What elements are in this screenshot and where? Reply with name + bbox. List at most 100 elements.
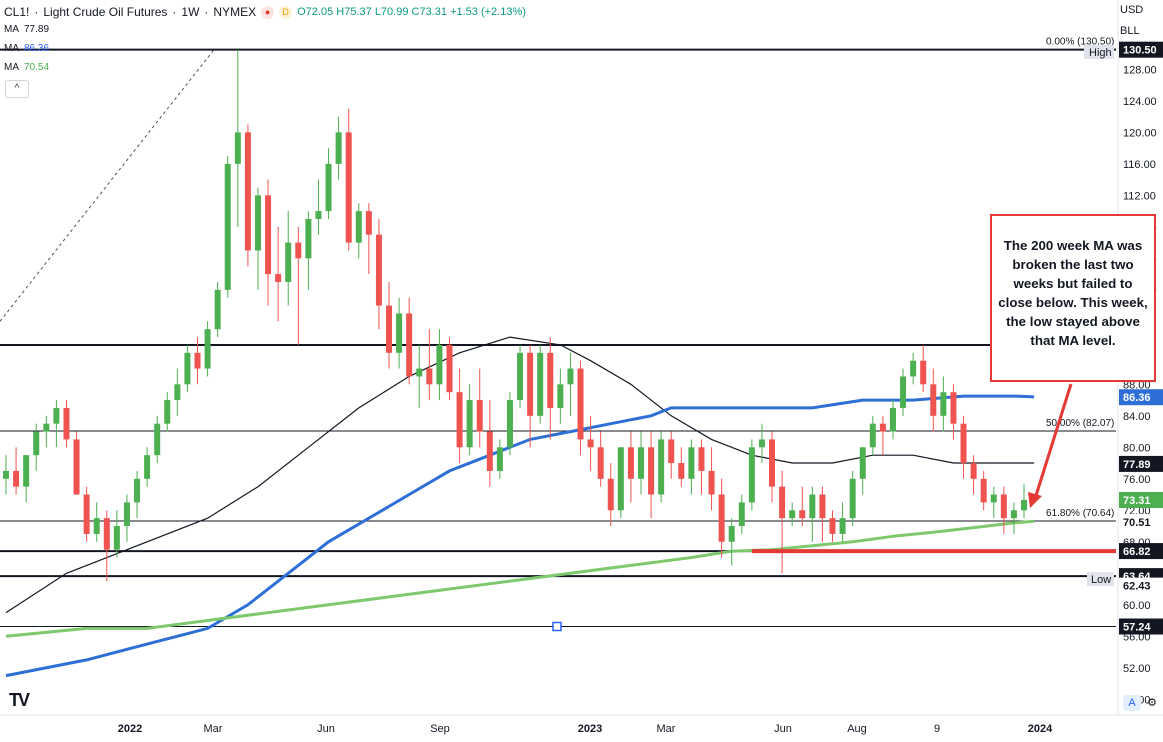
candle-body bbox=[456, 392, 463, 448]
candle bbox=[265, 179, 272, 306]
price-tag: 86.36 bbox=[1119, 389, 1163, 406]
candle-body bbox=[103, 518, 110, 550]
candle bbox=[335, 116, 342, 180]
collapse-legend-button[interactable]: ^ bbox=[5, 80, 29, 98]
candle bbox=[63, 400, 70, 448]
candle bbox=[779, 470, 786, 574]
candle bbox=[920, 344, 927, 393]
annotation-callout: The 200 week MA was broken the last two … bbox=[990, 214, 1156, 382]
y-tick-label: 120.00 bbox=[1123, 127, 1157, 139]
candle-body bbox=[769, 439, 776, 487]
unit-selector[interactable]: BLL bbox=[1120, 25, 1140, 37]
ma-line-2 bbox=[5, 394, 1035, 678]
y-tick-label: 60.00 bbox=[1123, 600, 1151, 612]
candle bbox=[275, 226, 282, 322]
candle-body bbox=[426, 368, 433, 385]
candle-body bbox=[265, 195, 272, 275]
y-tick-label: 88.00 bbox=[1123, 379, 1151, 391]
ma-legend-value: 70.54 bbox=[24, 62, 50, 73]
candle-body bbox=[940, 392, 947, 416]
candle bbox=[859, 447, 866, 495]
candle-body bbox=[1000, 494, 1007, 519]
candle-body bbox=[547, 352, 554, 408]
candle bbox=[799, 486, 806, 527]
candle-body bbox=[496, 447, 503, 471]
candle bbox=[134, 470, 141, 519]
candle-body bbox=[678, 463, 685, 479]
y-tick-label: 76.00 bbox=[1123, 474, 1151, 486]
candle-body bbox=[204, 329, 211, 369]
callout-arrowhead bbox=[1028, 492, 1042, 508]
tradingview-logo[interactable]: TV bbox=[9, 690, 30, 710]
currency-selector[interactable]: USD bbox=[1120, 4, 1144, 16]
candle bbox=[587, 415, 594, 471]
candle-body bbox=[819, 494, 826, 519]
auto-scale-button[interactable]: A bbox=[1123, 695, 1141, 711]
candle bbox=[648, 431, 655, 519]
ma-legend-label: MA bbox=[4, 43, 19, 54]
x-tick-label: Mar bbox=[204, 723, 223, 735]
candle bbox=[1021, 483, 1027, 519]
candle bbox=[174, 368, 181, 416]
candle-body bbox=[1021, 499, 1027, 511]
candle-body bbox=[617, 447, 624, 511]
candle bbox=[637, 431, 644, 495]
candle-body bbox=[900, 376, 907, 408]
ma-legend-value: 77.89 bbox=[24, 24, 50, 35]
candle bbox=[23, 455, 30, 503]
ohlc-values: O72.05 H75.37 L70.99 C73.31 +1.53 (+2.13… bbox=[297, 4, 526, 20]
low-badge: Low bbox=[1087, 572, 1114, 586]
x-tick-label: Mar bbox=[657, 723, 676, 735]
chart-legend: CL1! · Light Crude Oil Futures · 1W · NY… bbox=[4, 4, 526, 77]
market-status-icon: ● bbox=[261, 5, 275, 19]
ma-legend-item[interactable]: MA 77.89 bbox=[4, 20, 526, 39]
candle bbox=[748, 439, 755, 511]
candle bbox=[33, 423, 40, 471]
candle-body bbox=[396, 313, 403, 353]
settings-gear-icon[interactable]: ⚙ bbox=[1147, 697, 1157, 709]
candle bbox=[950, 384, 957, 440]
candle-body bbox=[648, 447, 655, 495]
candle bbox=[103, 510, 110, 582]
candle-body bbox=[33, 431, 40, 456]
candle-body bbox=[345, 132, 352, 243]
symbol-label[interactable]: CL1! bbox=[4, 5, 30, 19]
close-value: C73.31 bbox=[411, 6, 448, 18]
candle-body bbox=[386, 305, 393, 353]
y-tick-label: 112.00 bbox=[1123, 190, 1156, 202]
low-value: L70.99 bbox=[374, 6, 409, 18]
x-tick-label: 9 bbox=[934, 723, 940, 735]
ma-legend-item[interactable]: MA 86.36 bbox=[4, 39, 526, 58]
candle-body bbox=[779, 486, 786, 519]
callout-text: The 200 week MA was broken the last two … bbox=[998, 238, 1148, 348]
low-badge-text: Low bbox=[1091, 574, 1111, 586]
price-tag: 66.82 bbox=[1119, 543, 1163, 560]
ma-legend-item[interactable]: MA 70.54 bbox=[4, 58, 526, 77]
candle-body bbox=[285, 242, 292, 282]
candle-body bbox=[668, 439, 675, 464]
candle bbox=[496, 439, 503, 479]
candle-body bbox=[557, 384, 564, 408]
candle bbox=[990, 486, 997, 519]
candle-body bbox=[305, 218, 312, 259]
candle-body bbox=[466, 400, 473, 448]
candle-body bbox=[587, 439, 594, 448]
candle-body bbox=[93, 518, 100, 534]
candle bbox=[980, 470, 987, 511]
candle bbox=[396, 297, 403, 369]
candle-body bbox=[728, 526, 735, 542]
candle bbox=[627, 431, 634, 503]
interval-label[interactable]: 1W bbox=[181, 5, 200, 19]
x-tick-label: 2022 bbox=[118, 723, 142, 735]
candle bbox=[789, 502, 796, 527]
separator-dot: · bbox=[204, 5, 209, 19]
candle bbox=[537, 344, 544, 424]
price-tag-bg bbox=[1119, 41, 1163, 58]
price-tag-bg bbox=[1119, 491, 1163, 508]
x-tick-label: Jun bbox=[774, 723, 792, 735]
ma-line-1 bbox=[5, 336, 1035, 614]
candle-body bbox=[53, 407, 60, 424]
candle-body bbox=[355, 211, 362, 243]
candle bbox=[819, 486, 826, 542]
